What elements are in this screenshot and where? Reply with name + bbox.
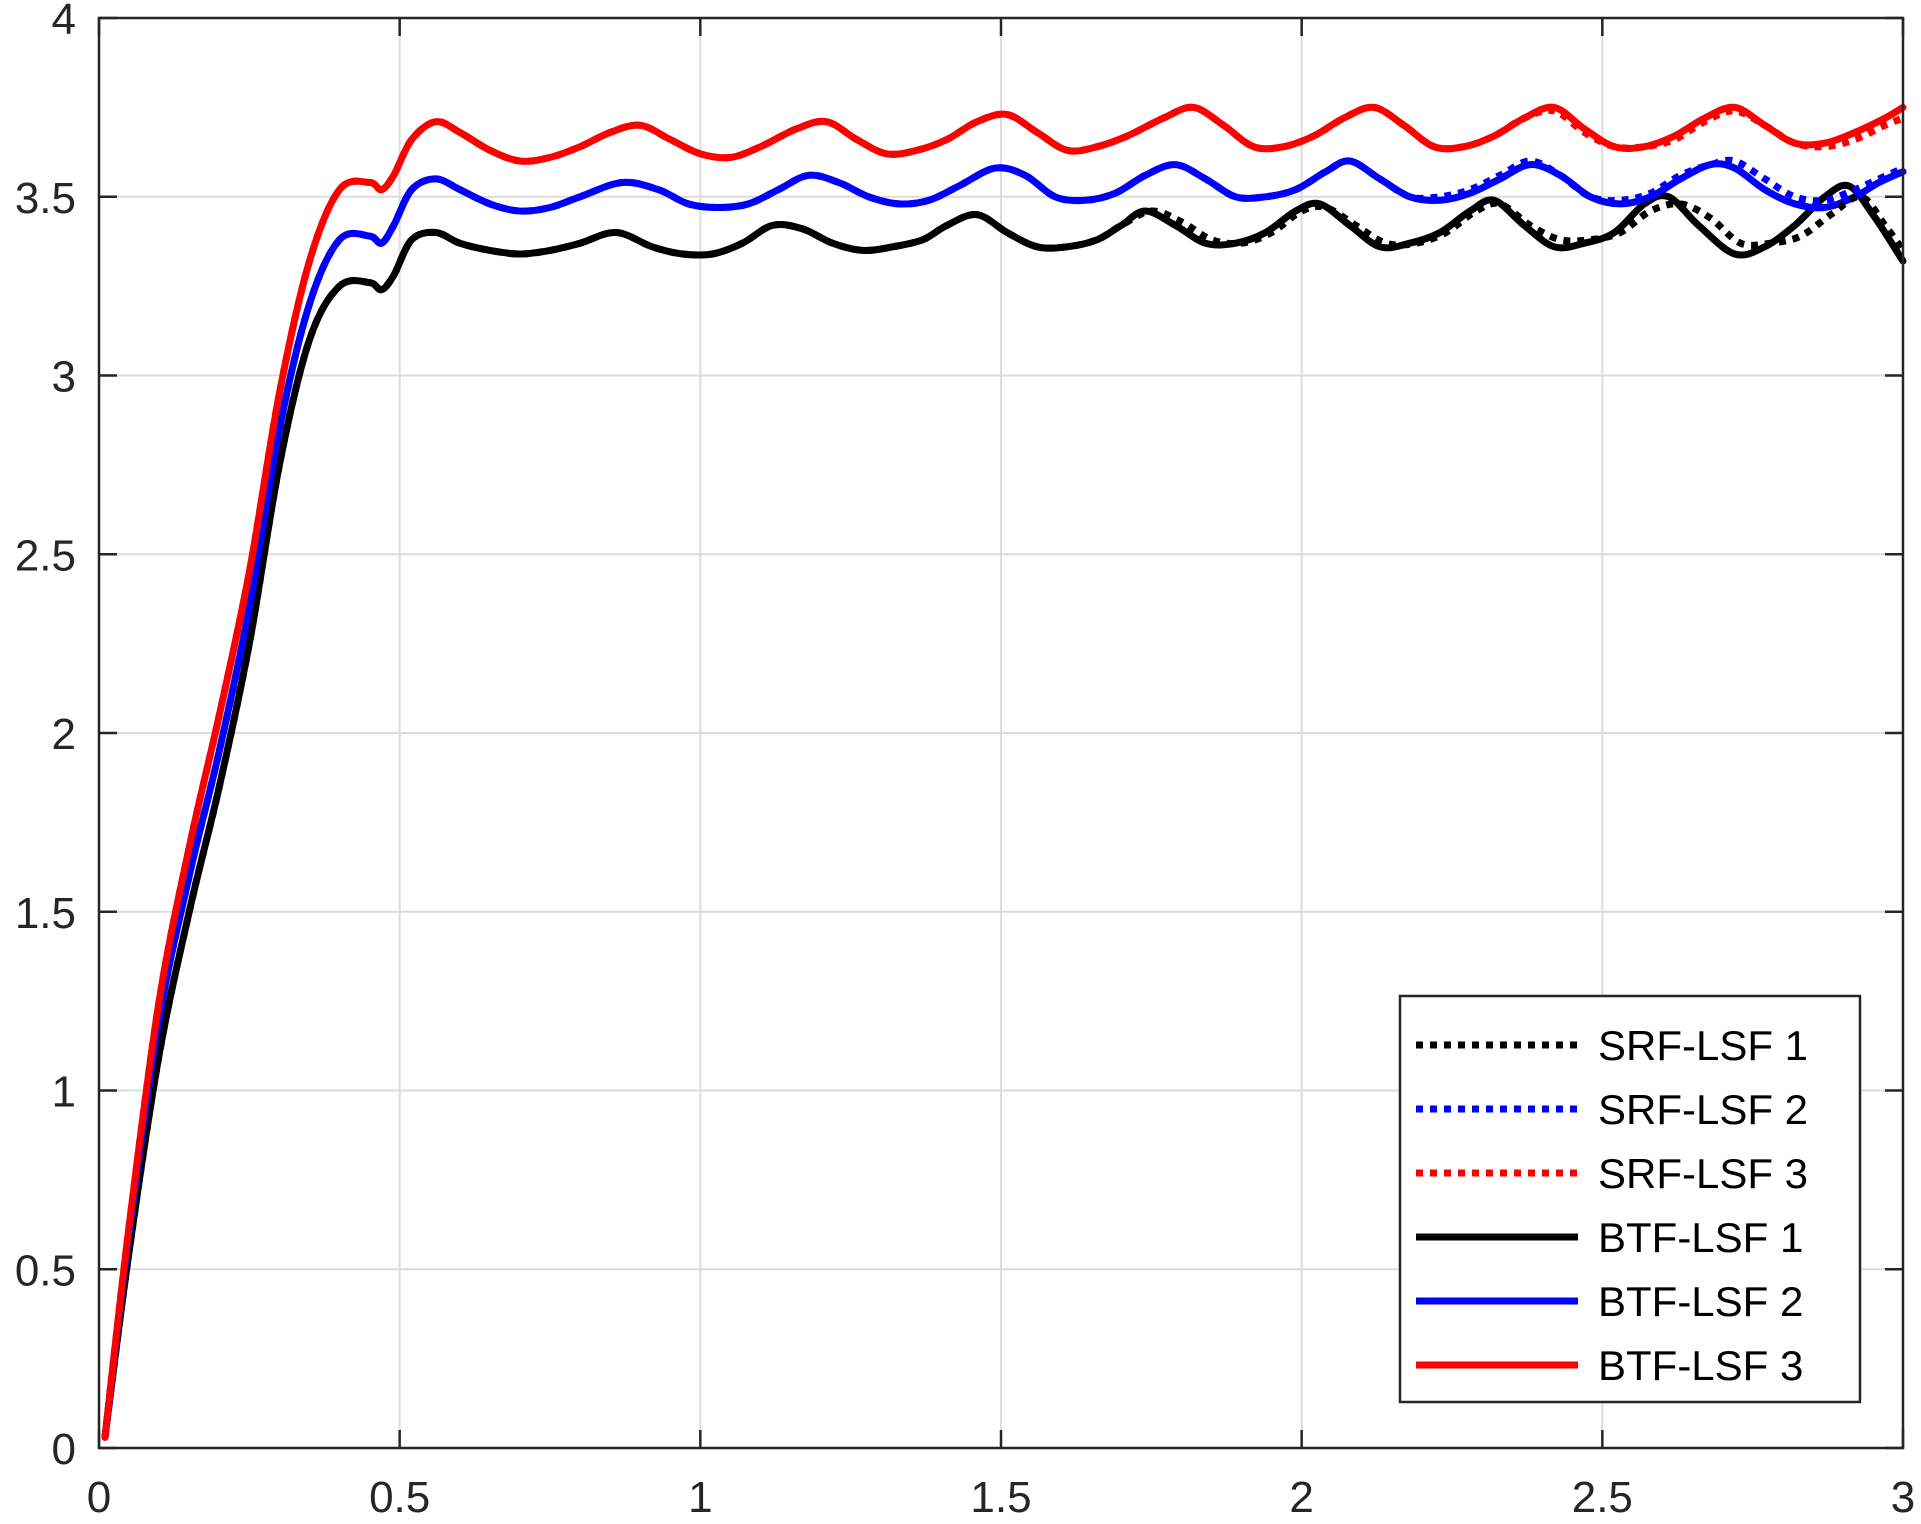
x-tick-label: 0 [87,1473,111,1522]
legend-items: SRF-LSF 1 SRF-LSF 2 SRF-LSF 3 BTF-LSF 1 BTF-… [1416,1022,1808,1389]
x-tick-label: 1.5 [970,1473,1031,1522]
series-line-srf-lsf-2 [101,156,1905,1438]
y-tick-label: 0 [52,1425,76,1474]
series-line-srf-lsf-3 [101,103,1905,1438]
y-tick-label: 1.5 [15,889,76,938]
axis-ticks [97,16,1905,1450]
y-tick-label: 3.5 [15,174,76,223]
y-axis-tick-labels: 0 0.5 1 1.5 2 2.5 3 3.5 4 [15,0,76,1474]
series-layer [101,103,1907,1441]
x-tick-label: 2 [1289,1473,1313,1522]
grid-lines [99,18,1903,1448]
x-tick-label: 0.5 [369,1473,430,1522]
y-tick-label: 4 [52,0,76,44]
y-tick-label: 0.5 [15,1246,76,1295]
legend-label: BTF-LSF 2 [1598,1278,1803,1325]
legend-label: SRF-LSF 2 [1598,1086,1808,1133]
y-tick-label: 1 [52,1068,76,1117]
legend-label: SRF-LSF 3 [1598,1150,1808,1197]
legend-box [1398,994,1862,1404]
legend-label: BTF-LSF 3 [1598,1342,1803,1389]
x-tick-label: 2.5 [1572,1473,1633,1522]
y-tick-label: 2.5 [15,531,76,580]
x-tick-label: 3 [1891,1473,1915,1522]
y-tick-label: 2 [52,710,76,759]
series-line-srf-lsf-1 [101,193,1906,1438]
legend-label: BTF-LSF 1 [1598,1214,1803,1261]
y-tick-label: 3 [52,353,76,402]
x-tick-label: 1 [688,1473,712,1522]
legend: SRF-LSF 1 SRF-LSF 2 SRF-LSF 3 BTF-LSF 1 BTF-… [1398,994,1862,1404]
x-axis-tick-labels: 0 0.5 1 1.5 2 2.5 3 [87,1473,1915,1522]
legend-label: SRF-LSF 1 [1598,1022,1808,1069]
